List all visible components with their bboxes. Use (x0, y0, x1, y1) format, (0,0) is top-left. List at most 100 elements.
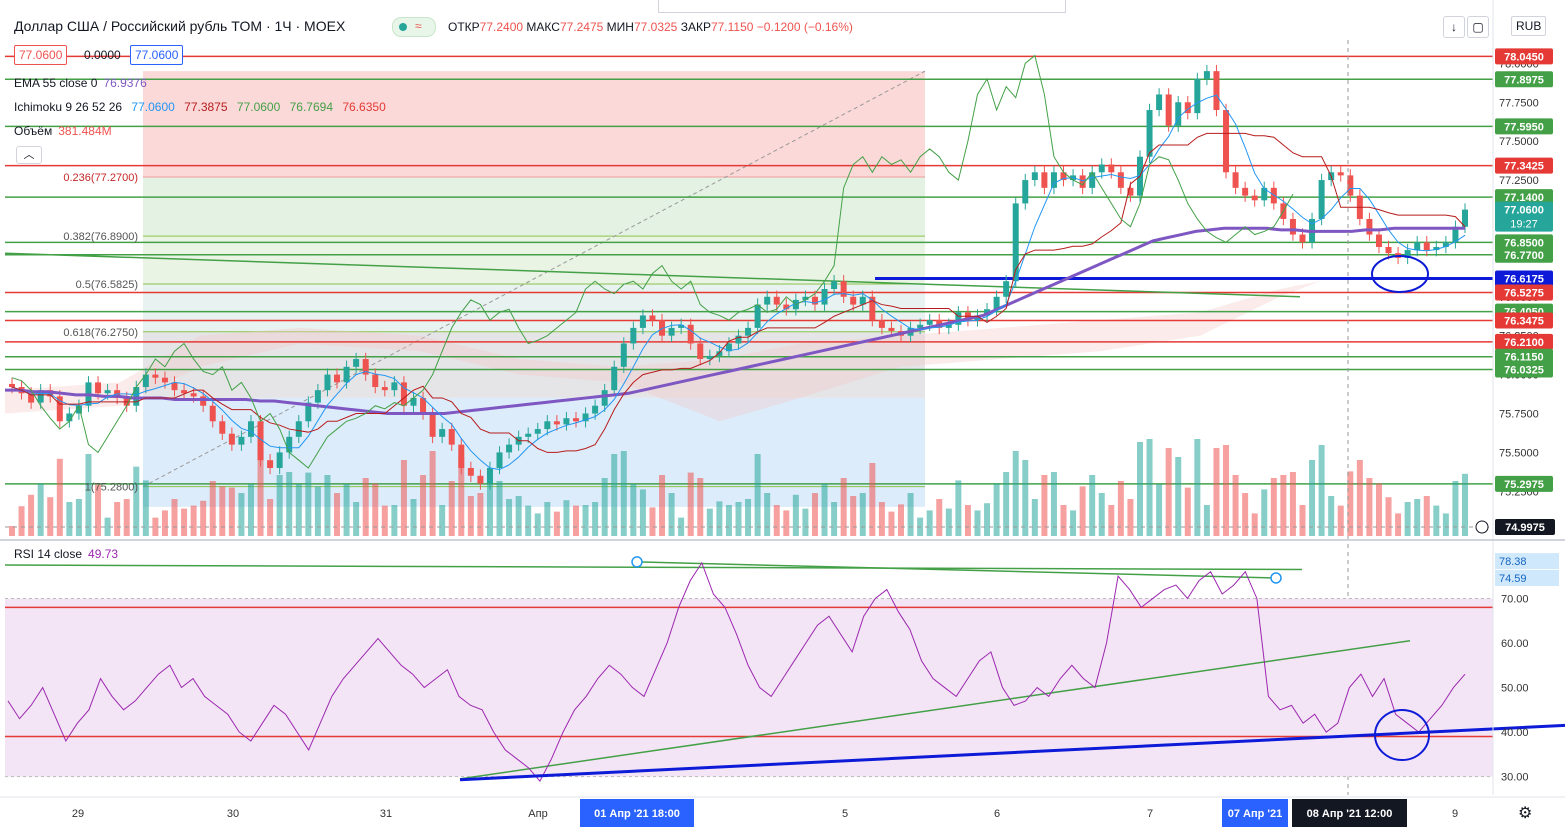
volume-bar (773, 505, 780, 536)
volume-bar (1337, 505, 1344, 536)
volume-bar (1117, 481, 1124, 536)
volume-bar (47, 497, 54, 536)
volume-bar (630, 484, 637, 536)
level-price-tag-text: 76.7700 (1504, 250, 1544, 262)
volume-bar (1108, 505, 1115, 536)
scale-down-button[interactable]: ↓ (1443, 16, 1465, 38)
volume-bar (267, 499, 274, 536)
candle-body (9, 383, 15, 388)
buy-price-box[interactable]: 77.0600 (130, 45, 184, 65)
volume-bar (1414, 499, 1421, 536)
sell-price-box[interactable]: 77.0600 (14, 45, 68, 65)
candle-body (687, 324, 694, 344)
volume-bar (362, 478, 369, 536)
candle-body (659, 320, 666, 336)
level-price-tag-text: 76.3475 (1504, 316, 1544, 328)
candle-body (37, 390, 44, 403)
chikou-line (11, 54, 1294, 469)
candle-body (716, 351, 723, 356)
level-price-tag-text: 77.3425 (1504, 161, 1544, 173)
candle-body (831, 281, 838, 289)
volume-bar (898, 504, 905, 536)
volume-bar (754, 454, 761, 536)
collapse-legend-button[interactable]: ︿ (16, 146, 42, 164)
currency-label[interactable]: RUB (1511, 16, 1547, 36)
candle-body (1242, 187, 1249, 196)
fib-trend-dashed-line (142, 70, 926, 488)
candle-body (668, 327, 675, 336)
volume-bar (1433, 505, 1440, 536)
volume-bar (1127, 499, 1134, 536)
level-price-tag (1495, 48, 1553, 65)
market-status-badge[interactable]: ≈ (392, 17, 436, 37)
ichimoku-legend[interactable]: Ichimoku 9 26 52 26 77.0600 77.3875 77.0… (14, 100, 386, 114)
volume-bar (936, 499, 943, 536)
kijun-line (11, 132, 1466, 453)
level-price-tag-text: 77.8975 (1504, 74, 1544, 86)
fullscreen-button[interactable]: ▢ (1467, 16, 1489, 38)
volume-bar (955, 480, 962, 536)
drawing-toolbar[interactable] (658, 0, 1066, 13)
current-price-tag (1495, 201, 1553, 232)
volume-bar (257, 448, 264, 536)
countdown-text: 19:27 (1510, 219, 1538, 231)
candle-body (467, 467, 474, 476)
volume-bar (305, 472, 312, 536)
rsi-marker-tag (1495, 570, 1559, 587)
volume-bar (1462, 473, 1468, 536)
candle-body (439, 429, 446, 437)
volume-bar (687, 472, 694, 536)
volume-bar (659, 475, 666, 536)
candle-body (735, 335, 742, 344)
volume-bar (381, 505, 388, 536)
volume-bar (1299, 505, 1306, 536)
volume-bar (1251, 513, 1258, 536)
volume-bar (964, 505, 971, 536)
volume-bar (75, 499, 82, 536)
candle-body (1442, 242, 1449, 247)
volume-bar (1328, 496, 1335, 536)
volume-bar (1280, 475, 1287, 536)
volume-bar (161, 510, 168, 536)
candle-body (410, 397, 417, 406)
volume-bar (123, 499, 130, 536)
volume-bar (716, 501, 723, 536)
rsi-axis-tick: 40.00 (1501, 727, 1529, 739)
candle-body (56, 396, 63, 422)
volume-bar (678, 517, 685, 536)
volume-bar (1146, 439, 1153, 536)
rsi-marker-text: 74.59 (1499, 573, 1527, 585)
volume-bar (1041, 475, 1048, 536)
volume-bar (821, 484, 828, 536)
rsi-legend[interactable]: RSI 14 close 49.73 (14, 547, 119, 561)
candle-body (840, 281, 847, 297)
candle-body (1232, 172, 1239, 188)
candle-body (381, 387, 388, 391)
rsi-axis-tick: 30.00 (1501, 772, 1529, 784)
candle-body (324, 374, 331, 391)
volume-bar (974, 510, 981, 536)
volume-legend[interactable]: Объём 381.484M (14, 124, 112, 138)
volume-bar (1070, 510, 1077, 536)
candle-body (1318, 180, 1325, 219)
settings-gear-icon[interactable]: ⚙ (1518, 805, 1533, 822)
candle-body (247, 421, 254, 437)
candle-body (1462, 209, 1468, 227)
fib-level-label: 0.236(77.2700) (63, 172, 138, 184)
time-axis-tick: 29 (72, 808, 84, 820)
ema-legend[interactable]: EMA 55 close 0 76.9376 (14, 76, 147, 90)
volume-bar (515, 496, 522, 536)
volume-bar (1022, 460, 1029, 536)
volume-bar (152, 517, 159, 536)
candle-body (1165, 94, 1172, 126)
volume-bar (1079, 486, 1086, 536)
candle-body (171, 382, 178, 391)
volume-bar (611, 454, 618, 536)
candle-body (161, 377, 168, 383)
candle-body (267, 460, 274, 468)
candle-body (1423, 242, 1430, 251)
level-price-tag (1495, 475, 1553, 492)
volume-bar (1270, 478, 1277, 536)
time-axis-tick: Апр (528, 808, 547, 820)
